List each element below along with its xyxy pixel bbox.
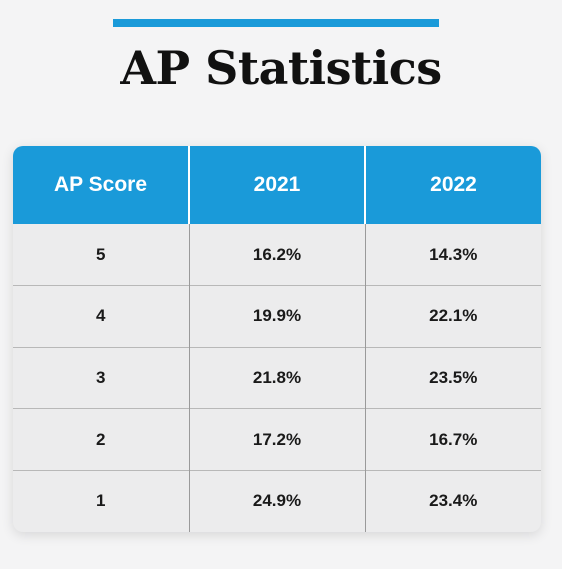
value-2021-cell: 16.2% bbox=[188, 224, 365, 286]
table-header-row: AP Score 2021 2022 bbox=[13, 146, 541, 224]
score-cell: 3 bbox=[13, 346, 189, 409]
value-2022-cell: 16.7% bbox=[364, 408, 541, 471]
value-2021-cell: 17.2% bbox=[188, 408, 365, 471]
value-2022-cell: 22.1% bbox=[364, 285, 541, 348]
page-title: AP Statistics bbox=[120, 41, 442, 95]
score-table: AP Score 2021 2022 5 16.2% 14.3% 4 19.9%… bbox=[13, 146, 541, 532]
score-cell: 1 bbox=[13, 469, 189, 532]
value-2022-cell: 14.3% bbox=[364, 224, 541, 286]
score-cell: 4 bbox=[13, 285, 189, 348]
table-row: 2 17.2% 16.7% bbox=[13, 408, 541, 471]
title-accent-bar bbox=[113, 19, 439, 27]
table-row: 4 19.9% 22.1% bbox=[13, 285, 541, 348]
header-2021: 2021 bbox=[188, 146, 365, 224]
table-row: 1 24.9% 23.4% bbox=[13, 469, 541, 532]
value-2021-cell: 21.8% bbox=[188, 346, 365, 409]
table-row: 3 21.8% 23.5% bbox=[13, 346, 541, 409]
value-2022-cell: 23.5% bbox=[364, 346, 541, 409]
score-table-card: AP Score 2021 2022 5 16.2% 14.3% 4 19.9%… bbox=[13, 146, 541, 532]
header-2022: 2022 bbox=[364, 146, 541, 224]
value-2021-cell: 24.9% bbox=[188, 469, 365, 532]
value-2022-cell: 23.4% bbox=[364, 469, 541, 532]
score-cell: 2 bbox=[13, 408, 189, 471]
score-cell: 5 bbox=[96, 244, 106, 264]
table-row: 5 16.2% 14.3% bbox=[13, 224, 541, 286]
value-2021-cell: 19.9% bbox=[188, 285, 365, 348]
header-ap-score: AP Score bbox=[54, 173, 147, 196]
